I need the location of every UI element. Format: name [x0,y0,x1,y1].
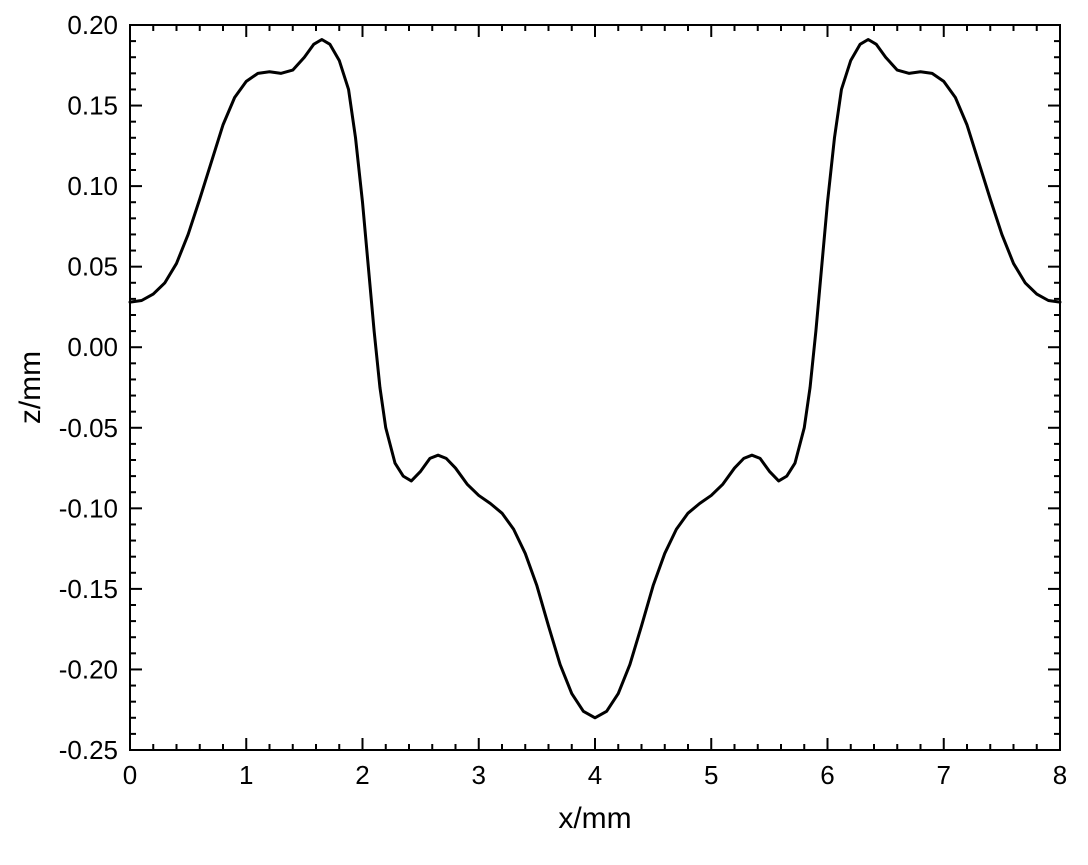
x-tick-label: 2 [355,760,369,790]
y-axis-label: z/mm [14,351,47,424]
y-tick-label: 0.00 [67,332,118,362]
x-tick-label: 8 [1053,760,1067,790]
line-chart: 0 1 2 3 4 5 6 7 8 -0.25 -0.20 -0.15 -0.10 -0.05 0.00 0.… [0,0,1088,865]
y-tick-label: -0.25 [59,735,118,765]
chart-container: 0 1 2 3 4 5 6 7 8 -0.25 -0.20 -0.15 -0.10 -0.05 0.00 0.… [0,0,1088,865]
y-tick-label: 0.10 [67,171,118,201]
y-tick-label: -0.20 [59,654,118,684]
x-tick-label: 5 [704,760,718,790]
y-tick-label: -0.10 [59,493,118,523]
y-tick-label: 0.15 [67,91,118,121]
y-tick-label: 0.20 [67,10,118,40]
y-tick-label: -0.15 [59,574,118,604]
x-tick-label: 1 [239,760,253,790]
x-tick-label: 6 [820,760,834,790]
x-tick-label: 4 [588,760,602,790]
x-axis-label: x/mm [558,802,631,835]
y-tick-label: -0.05 [59,413,118,443]
x-tick-label: 0 [123,760,137,790]
x-tick-label: 7 [937,760,951,790]
profile-line [130,40,1060,718]
plot-border [130,25,1060,750]
x-tick-label: 3 [472,760,486,790]
y-tick-label: 0.05 [67,252,118,282]
